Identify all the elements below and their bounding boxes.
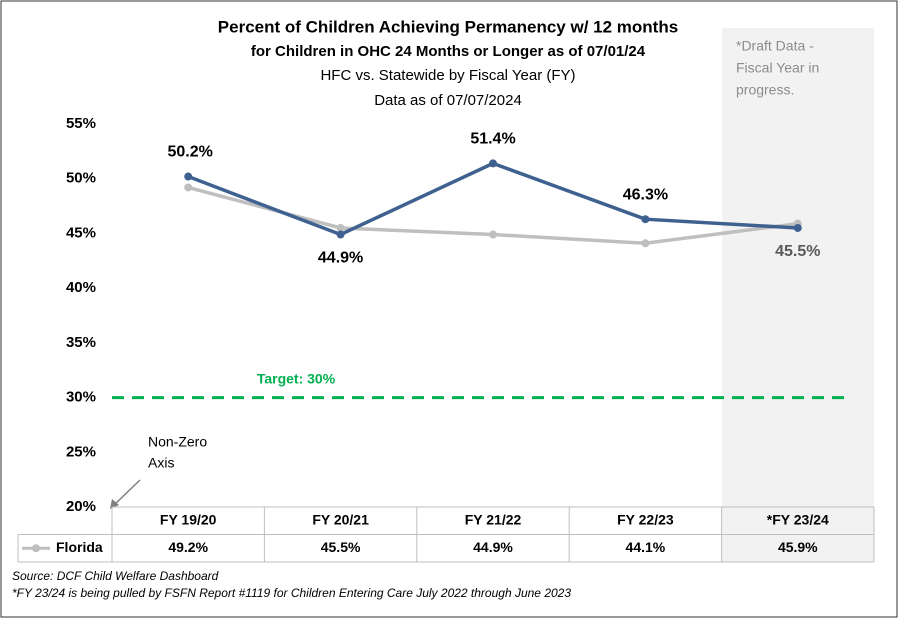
series-marker	[641, 215, 650, 224]
chart-title: Percent of Children Achieving Permanency…	[218, 17, 678, 36]
chart-subtitle: HFC vs. Statewide by Fiscal Year (FY)	[320, 67, 575, 84]
legend-label: Florida	[56, 539, 103, 555]
series-marker	[336, 230, 345, 239]
draft-note: progress.	[736, 82, 794, 98]
series-marker	[336, 223, 345, 232]
table-value: 45.5%	[321, 539, 361, 555]
data-label: 45.5%	[775, 243, 820, 260]
y-tick-label: 35%	[66, 334, 96, 351]
axis-note: Non-Zero	[148, 434, 207, 450]
x-tick-label: FY 22/23	[617, 511, 674, 527]
y-tick-label: 55%	[66, 115, 96, 132]
table-value: 44.1%	[626, 539, 666, 555]
data-label: 44.9%	[318, 250, 363, 267]
y-tick-label: 50%	[66, 170, 96, 187]
draft-note: Fiscal Year in	[736, 60, 819, 76]
source-note: Source: DCF Child Welfare Dashboard	[12, 569, 219, 583]
y-tick-label: 25%	[66, 443, 96, 460]
table-value: 45.9%	[778, 539, 818, 555]
series-marker	[184, 172, 193, 181]
target-label: Target: 30%	[257, 370, 336, 386]
data-label: 50.2%	[168, 144, 213, 161]
data-label: 51.4%	[470, 131, 515, 148]
y-tick-label: 40%	[66, 279, 96, 296]
x-tick-label: FY 21/22	[465, 511, 522, 527]
series-marker	[489, 230, 497, 239]
draft-note: *Draft Data -	[736, 38, 814, 54]
series-marker	[641, 239, 650, 248]
x-tick-label: FY 19/20	[160, 511, 217, 527]
source-note: *FY 23/24 is being pulled by FSFN Report…	[12, 586, 571, 600]
x-tick-label: FY 20/21	[312, 511, 369, 527]
series-marker	[793, 223, 802, 232]
axis-note: Axis	[148, 455, 174, 471]
y-tick-label: 30%	[66, 389, 96, 406]
y-tick-label: 20%	[66, 498, 96, 515]
table-value: 49.2%	[168, 539, 208, 555]
chart-subtitle: for Children in OHC 24 Months or Longer …	[251, 43, 646, 60]
series-marker	[489, 159, 497, 168]
series-marker	[184, 183, 193, 192]
legend-marker	[32, 544, 40, 553]
axis-note-arrow	[113, 479, 141, 506]
table-value: 44.9%	[473, 539, 513, 555]
draft-shade	[722, 28, 874, 562]
x-tick-label: *FY 23/24	[767, 511, 829, 527]
chart-subtitle: Data as of 07/07/2024	[374, 92, 522, 109]
data-label: 46.3%	[623, 186, 668, 203]
y-tick-label: 45%	[66, 224, 96, 241]
